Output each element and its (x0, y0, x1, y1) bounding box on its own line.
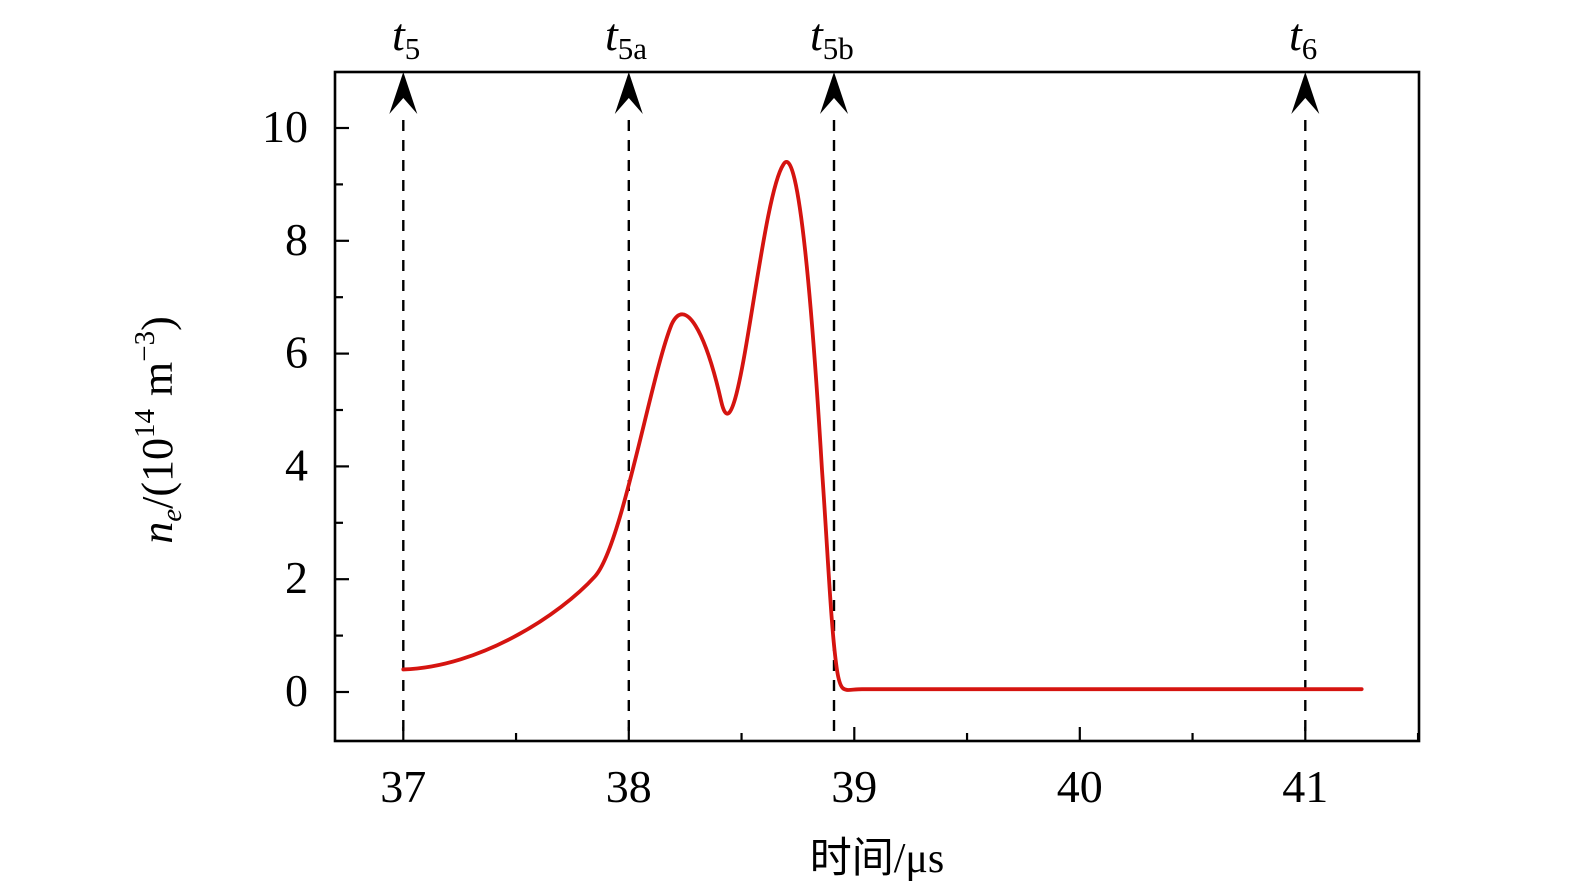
svg-text:2: 2 (285, 552, 308, 603)
svg-text:10: 10 (262, 101, 308, 152)
svg-text:41: 41 (1282, 761, 1328, 812)
svg-text:6: 6 (285, 327, 308, 378)
svg-text:时间/μs: 时间/μs (810, 836, 945, 882)
svg-text:4: 4 (285, 439, 308, 490)
svg-text:39: 39 (831, 761, 877, 812)
svg-text:37: 37 (380, 761, 426, 812)
svg-text:0: 0 (285, 665, 308, 716)
svg-text:40: 40 (1057, 761, 1103, 812)
svg-text:8: 8 (285, 214, 308, 265)
svg-text:38: 38 (606, 761, 652, 812)
